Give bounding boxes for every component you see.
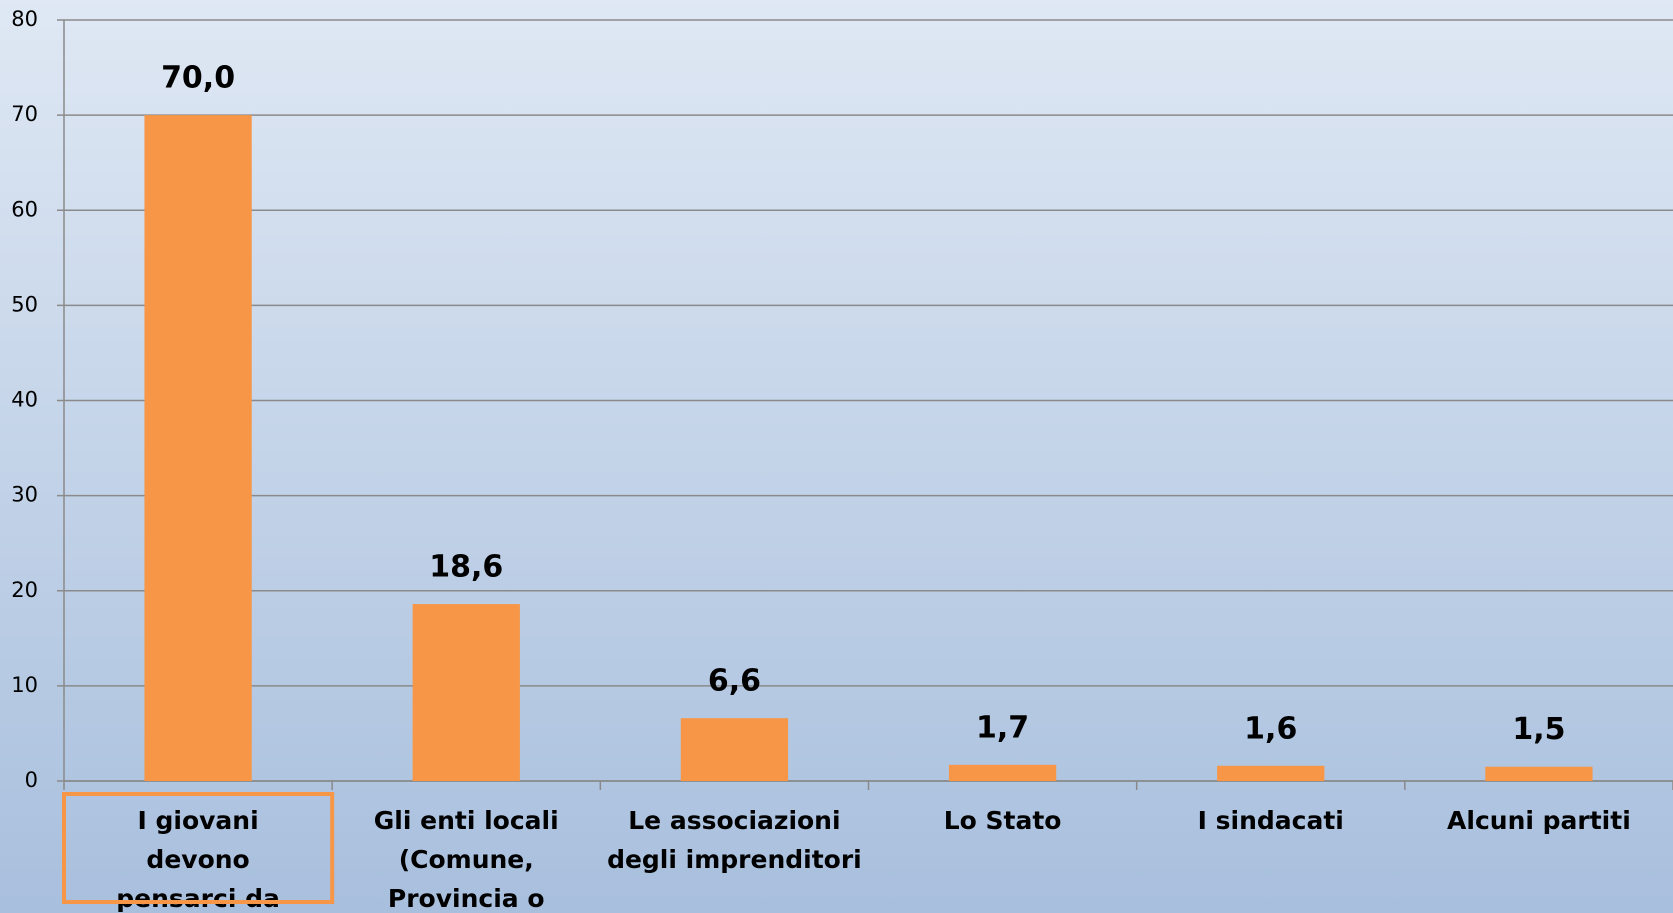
- bar: [412, 604, 520, 781]
- value-label: 1,5: [1512, 712, 1565, 747]
- value-label: 70,0: [161, 61, 235, 96]
- bar: [1485, 766, 1593, 781]
- x-label-box: Le associazioni degli imprenditori: [607, 806, 862, 874]
- y-tick-label: 30: [11, 483, 38, 507]
- y-tick-label: 0: [25, 768, 38, 792]
- value-label: 6,6: [708, 664, 761, 699]
- x-tick-label: I sindacati: [1197, 806, 1344, 835]
- x-tick-label: I giovani devono pensarci da soli: [116, 806, 280, 913]
- value-label: 1,7: [976, 710, 1029, 745]
- x-tick-label: Le associazioni degli imprenditori: [607, 806, 862, 874]
- bar: [948, 764, 1057, 781]
- y-tick-label: 10: [11, 673, 38, 697]
- x-tick-label: Lo Stato: [943, 806, 1062, 835]
- x-label-box: Alcuni partiti: [1447, 806, 1631, 835]
- bar: [144, 115, 252, 781]
- x-tick-label: Alcuni partiti: [1447, 806, 1631, 835]
- x-label-box: Gli enti locali (Comune, Provincia o Reg…: [373, 806, 559, 913]
- highlight-box: [62, 792, 335, 904]
- y-tick-label: 20: [11, 578, 38, 602]
- x-tick-label: Gli enti locali (Comune, Provincia o Reg…: [373, 806, 559, 913]
- x-label-box: Lo Stato: [943, 806, 1062, 835]
- value-label: 1,6: [1244, 711, 1297, 746]
- y-tick-label: 60: [11, 197, 38, 221]
- y-tick-label: 50: [11, 292, 38, 316]
- y-tick-label: 70: [11, 102, 38, 126]
- value-label: 18,6: [429, 550, 503, 585]
- x-label-box: I sindacati: [1197, 806, 1344, 835]
- x-label-box: I giovani devono pensarci da soli: [116, 806, 280, 913]
- bar: [1217, 765, 1325, 781]
- bar: [680, 718, 789, 781]
- y-tick-label: 40: [11, 388, 38, 412]
- y-tick-label: 80: [11, 7, 38, 31]
